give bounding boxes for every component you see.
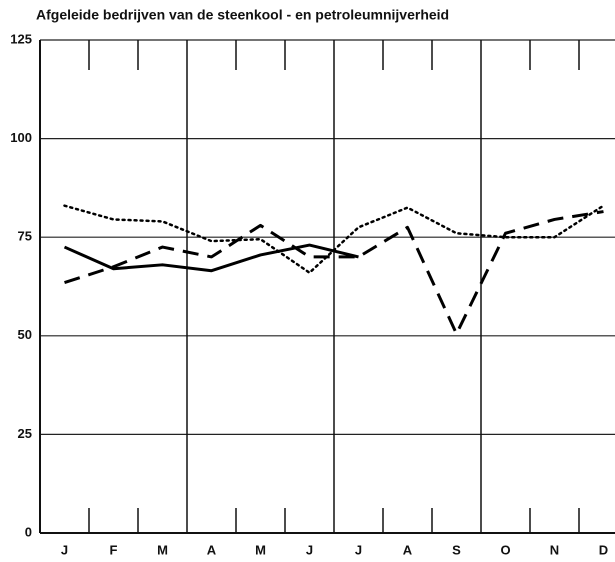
x-tick-label: A <box>207 542 217 557</box>
y-tick-label: 100 <box>10 130 32 145</box>
x-tick-label: A <box>403 542 413 557</box>
series-line <box>63 204 605 274</box>
y-tick-label: 50 <box>18 327 32 342</box>
x-tick-label: M <box>255 542 266 557</box>
x-tick-label: S <box>452 542 461 557</box>
y-tick-label: 0 <box>25 524 32 539</box>
series-line <box>64 210 604 336</box>
x-tick-label: F <box>110 542 118 557</box>
series-line <box>63 243 359 273</box>
x-tick-label: O <box>500 542 510 557</box>
chart-title: Afgeleide bedrijven van de steenkool - e… <box>36 7 449 23</box>
y-tick-label: 125 <box>10 31 32 46</box>
y-tick-label: 25 <box>18 426 32 441</box>
x-tick-label: M <box>157 542 168 557</box>
x-tick-label: D <box>599 542 608 557</box>
x-tick-label: N <box>550 542 559 557</box>
x-tick-label: J <box>61 542 68 557</box>
x-tick-label: J <box>355 542 362 557</box>
y-tick-label: 75 <box>18 229 32 244</box>
x-tick-label: J <box>306 542 313 557</box>
